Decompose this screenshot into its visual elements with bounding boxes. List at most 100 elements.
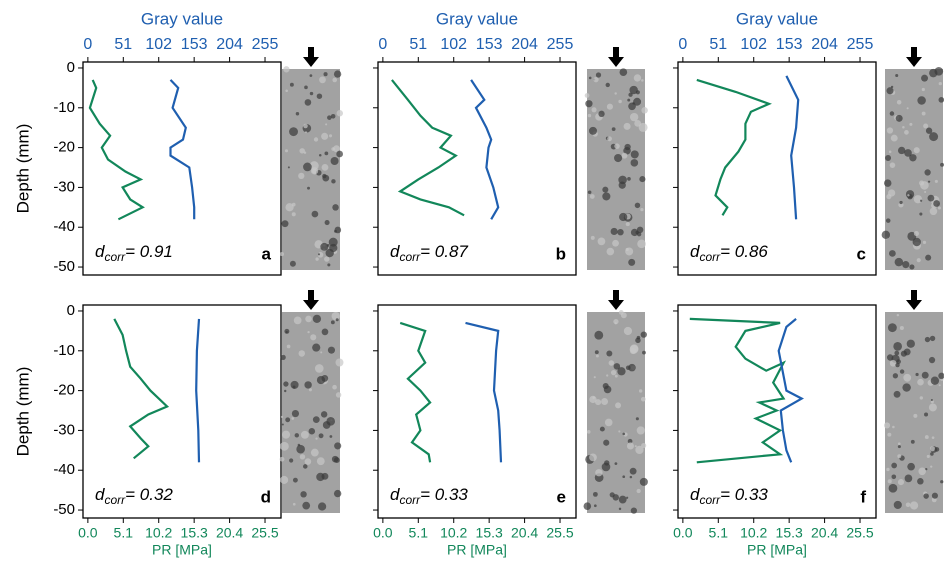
x-axis-title: PR [MPa] (447, 542, 507, 558)
core-texture (627, 98, 631, 102)
core-texture (902, 126, 905, 129)
y-tick-label: -30 (53, 178, 75, 195)
panel: 0 51 102 153 204 255 Gray value dcorr= 0.87 b (373, 9, 648, 276)
core-texture (884, 179, 892, 187)
core-texture (585, 100, 593, 108)
core-texture (883, 422, 891, 429)
plot-frame (677, 304, 877, 519)
core-texture (929, 335, 936, 342)
core-texture (920, 181, 929, 190)
x2-tick-label: 153 (476, 36, 503, 53)
core-texture (289, 458, 294, 463)
core-texture (931, 497, 937, 503)
core-texture (321, 163, 329, 171)
core-texture (913, 231, 919, 237)
core-texture (603, 439, 610, 446)
core-texture (929, 132, 939, 142)
y-tick-label: -20 (53, 382, 75, 399)
x-tick-label: 0.0 (373, 525, 393, 541)
core-texture (934, 179, 938, 183)
core-texture (610, 369, 617, 376)
core-texture (629, 467, 637, 475)
plot-frame (82, 304, 282, 519)
core-texture (909, 154, 917, 162)
core-texture (630, 150, 639, 159)
core-texture (630, 507, 637, 514)
core-texture (315, 257, 319, 261)
x2-axis-title: Gray value (141, 9, 223, 28)
core-texture (618, 495, 627, 504)
core-texture (311, 210, 319, 218)
core-texture (314, 364, 324, 373)
arrow (906, 47, 922, 67)
core-texture (594, 330, 604, 340)
core-texture (611, 127, 616, 131)
core-texture (895, 73, 899, 78)
core-texture (295, 112, 300, 116)
core-texture (293, 316, 302, 325)
x2-tick-label: 51 (114, 36, 132, 53)
core-texture (925, 127, 933, 134)
core-texture (318, 433, 324, 439)
panel: 0 -10 -20 -30 -40 -50 Depth (mm) 0 51 102 153 204 25… (13, 9, 344, 276)
core-texture (317, 502, 327, 511)
symbol: d (690, 242, 700, 261)
core-texture (613, 363, 621, 370)
core-texture (304, 381, 312, 389)
x2-tick-label: 204 (216, 36, 243, 53)
correlation-label: dcorr= 0.86 (690, 242, 768, 264)
core-texture (618, 507, 622, 511)
core-texture (940, 480, 944, 484)
core-texture (327, 346, 336, 354)
core-texture (893, 342, 903, 351)
core-texture (313, 137, 319, 142)
core-texture (638, 389, 643, 393)
core-texture (929, 446, 936, 452)
core-texture (639, 477, 648, 486)
core-texture (923, 493, 929, 499)
core-texture (903, 373, 912, 382)
core-texture (593, 77, 599, 83)
core-texture (606, 350, 613, 357)
core-texture (909, 122, 913, 126)
correlation-label: dcorr= 0.32 (95, 485, 173, 507)
core-texture (893, 390, 901, 398)
core-texture (626, 496, 629, 499)
core-texture (919, 212, 923, 216)
core-texture (897, 479, 905, 486)
core-texture (889, 250, 896, 257)
core-texture (909, 264, 915, 270)
core-texture (897, 445, 901, 449)
core-texture (890, 134, 898, 142)
x2-axis-title: Gray value (436, 9, 518, 28)
symbol: d (690, 485, 700, 504)
x-tick-label: 20.4 (511, 525, 538, 541)
value: = 0.91 (125, 242, 173, 261)
core-texture (899, 200, 903, 205)
core-texture (889, 162, 896, 168)
profile-line (391, 79, 465, 217)
core-texture (281, 430, 291, 439)
core-texture (336, 110, 343, 117)
core-texture (294, 433, 300, 438)
core-texture (614, 92, 617, 95)
core-texture (886, 467, 890, 472)
core-texture (886, 354, 894, 361)
core-texture (614, 143, 620, 149)
core-texture (896, 313, 900, 317)
y-tick-label: -40 (53, 461, 75, 478)
subscript: corr (699, 250, 721, 264)
core-texture (886, 87, 894, 95)
core-texture (607, 136, 612, 142)
x2-tick-label: 102 (440, 36, 467, 53)
x2-tick-label: 51 (709, 36, 727, 53)
subscript: corr (399, 250, 421, 264)
core-texture (283, 381, 289, 387)
y-tick-label: -20 (53, 139, 75, 156)
core-texture (320, 351, 323, 354)
core-texture (634, 445, 637, 448)
profile-line (689, 317, 787, 464)
core-texture (913, 147, 920, 154)
core-image (282, 312, 340, 513)
core-texture (298, 172, 305, 180)
